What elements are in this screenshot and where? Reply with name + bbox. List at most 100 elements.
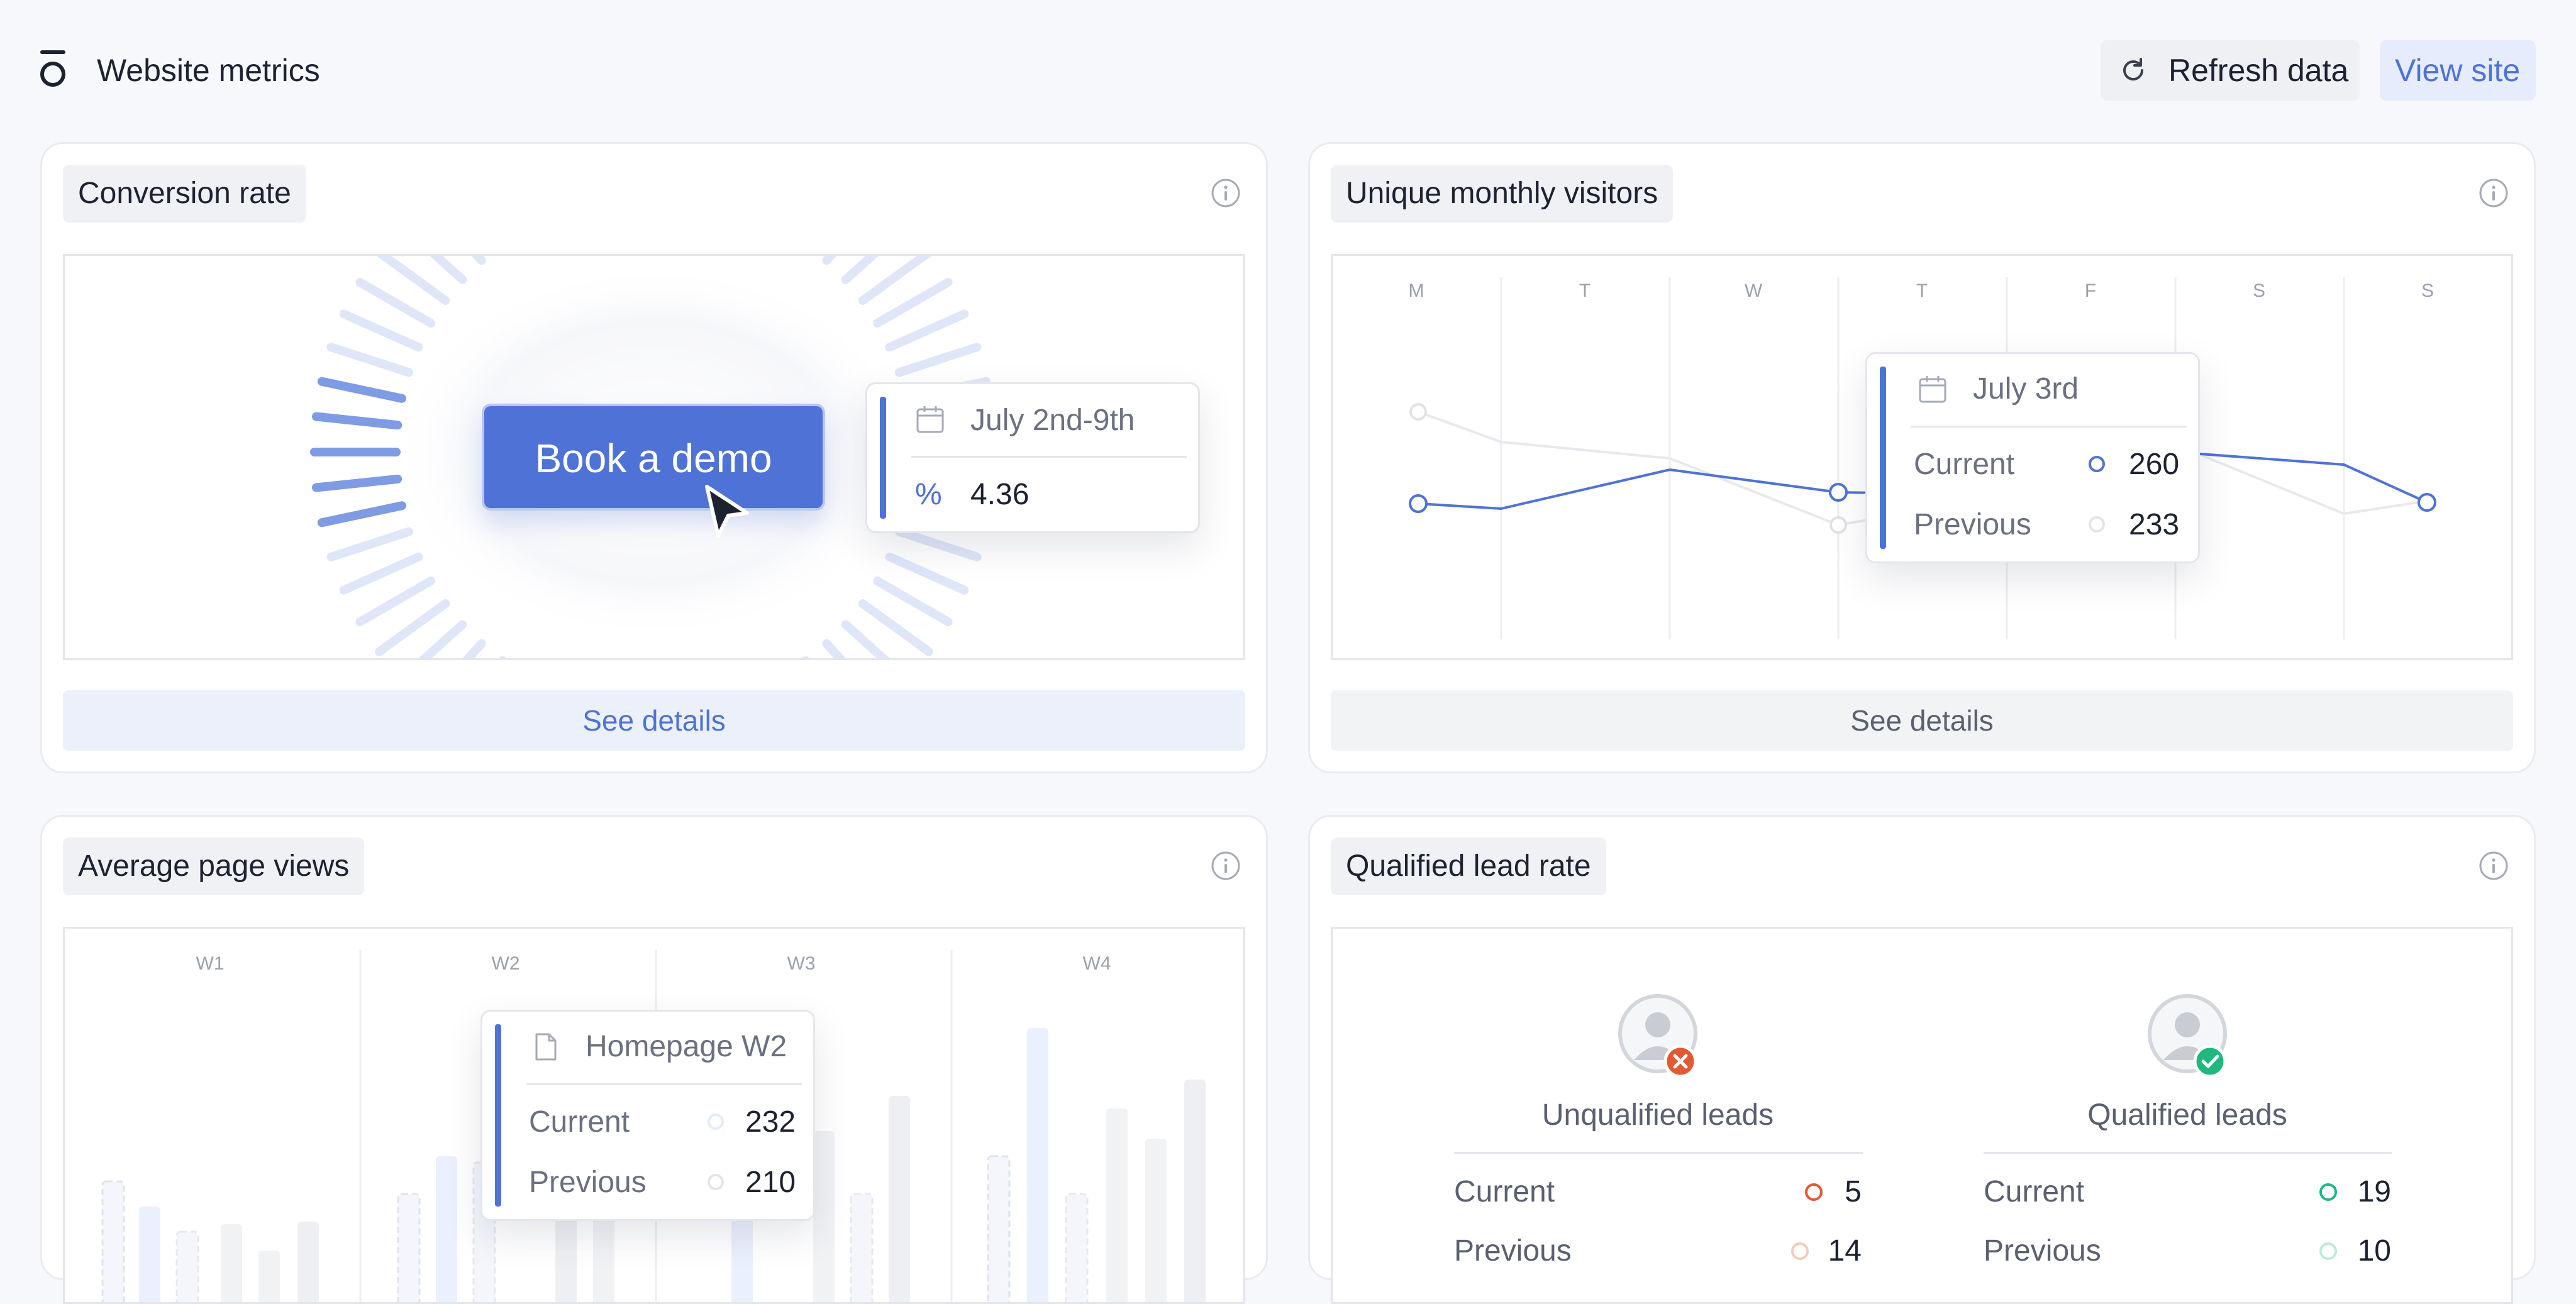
unqualified-current-value: 5 [1845,1175,1862,1208]
tooltip-date: July 3rd [1973,372,2079,406]
qualified-previous-label: Previous [1984,1234,2101,1268]
current-marker-icon [2089,456,2105,472]
unqualified-current-label: Current [1454,1175,1555,1208]
tooltip-value: 4.36 [970,478,1030,511]
current-label: Current [529,1105,630,1139]
radial-ray [317,377,406,403]
book-demo-label: Book a demo [535,436,772,481]
day-label: T [1579,280,1591,301]
week-label: W3 [787,953,816,974]
tooltip-date: July 2nd-9th [970,404,1135,437]
conversion-rate-title: Conversion rate [63,165,306,223]
week-4-bars [987,1028,1206,1302]
day-label: F [2084,280,2097,301]
current-value: 260 [2129,448,2180,481]
app-logo [40,50,65,87]
calendar-icon [916,406,944,433]
radial-ray [841,620,890,658]
radial-ray [311,474,402,492]
unqualified-current-marker-icon [1805,1183,1823,1201]
radial-ray [317,501,406,528]
radial-ray [430,256,467,284]
document-icon [535,1033,557,1061]
radial-ray [355,577,435,626]
radial-ray [822,639,846,658]
radial-ray [311,412,402,430]
visitors-title: Unique monthly visitors [1331,165,1674,223]
qualified-previous-value: 10 [2357,1234,2391,1268]
unqualified-divider [1454,1152,1863,1154]
percent-icon: % [915,478,942,511]
view-site-button[interactable]: View site [2380,40,2536,101]
radial-ray [375,599,450,656]
book-demo-button[interactable]: Book a demo [484,406,823,508]
qualified-current-label: Current [1984,1175,2085,1208]
current-point [1829,483,1848,502]
unqualified-previous-marker-icon [1791,1242,1809,1260]
radial-ray [326,527,414,561]
radial-ray [339,552,423,595]
tooltip-divider [1911,426,2187,428]
tooltip-accent-bar [880,397,886,519]
unqualified-previous-value: 14 [1828,1234,1862,1268]
qualified-leads-label: Qualified leads [2087,1098,2287,1132]
info-icon[interactable] [2478,177,2509,209]
refresh-data-label: Refresh data [2168,53,2349,88]
radial-ray [858,599,933,656]
radial-ray [376,256,450,306]
info-icon[interactable] [1210,850,1241,881]
qualified-current-marker-icon [2319,1183,2337,1201]
previous-point [1409,403,1427,421]
week-label: W4 [1082,953,1111,974]
unqualified-user-icon [1618,994,1697,1078]
day-label: W [1744,280,1763,301]
previous-label: Previous [529,1166,647,1199]
lead-rate-title: Qualified lead rate [1331,837,1606,895]
unqualified-leads-label: Unqualified leads [1541,1098,1774,1132]
week-label: W2 [491,953,520,974]
current-value: 232 [745,1105,796,1139]
mouse-cursor-icon [705,485,749,538]
info-icon[interactable] [2478,850,2509,881]
see-details-button[interactable]: See details [1331,690,2513,751]
previous-label: Previous [1914,508,2031,541]
tooltip-divider [526,1083,802,1085]
info-icon[interactable] [1210,177,1241,209]
refresh-data-button[interactable]: Refresh data [2101,40,2360,101]
radial-ray [462,639,486,658]
radial-ray [873,577,953,626]
current-marker-icon [708,1113,724,1130]
radial-ray [355,278,435,328]
conversion-tooltip: July 2nd-9th % 4.36 [865,382,1200,533]
qualified-divider [1984,1152,2392,1154]
current-point [1409,494,1428,513]
tooltip-accent-bar [1880,367,1886,549]
radial-ray [339,309,423,352]
lead-rate-panel [1331,927,2513,1304]
visitors-tooltip: July 3rd Current 260 Previous 233 [1865,352,2200,563]
day-label: M [1408,280,1424,301]
radial-ray [418,620,467,658]
radial-ray [894,527,982,561]
view-site-label: View site [2395,53,2521,88]
see-details-label: See details [582,704,726,737]
day-label: S [2421,280,2434,301]
week-1-bars [101,1180,319,1302]
tooltip-page: Homepage W2 [586,1030,787,1063]
previous-value: 233 [2129,508,2180,541]
radial-ray [873,278,953,328]
day-label: S [2252,280,2265,301]
day-label: T [1916,280,1928,301]
radial-ray [858,256,932,306]
qualified-current-value: 19 [2357,1175,2391,1208]
radial-ray [841,256,879,284]
qualified-previous-marker-icon [2319,1242,2337,1260]
previous-point [1829,516,1847,534]
current-label: Current [1914,448,2015,481]
see-details-button[interactable]: See details [63,690,1245,751]
tooltip-divider [911,456,1187,458]
radial-ray [326,343,414,377]
unqualified-previous-label: Previous [1454,1234,1572,1268]
app-title: Website metrics [97,53,320,88]
radial-ray [894,343,982,377]
